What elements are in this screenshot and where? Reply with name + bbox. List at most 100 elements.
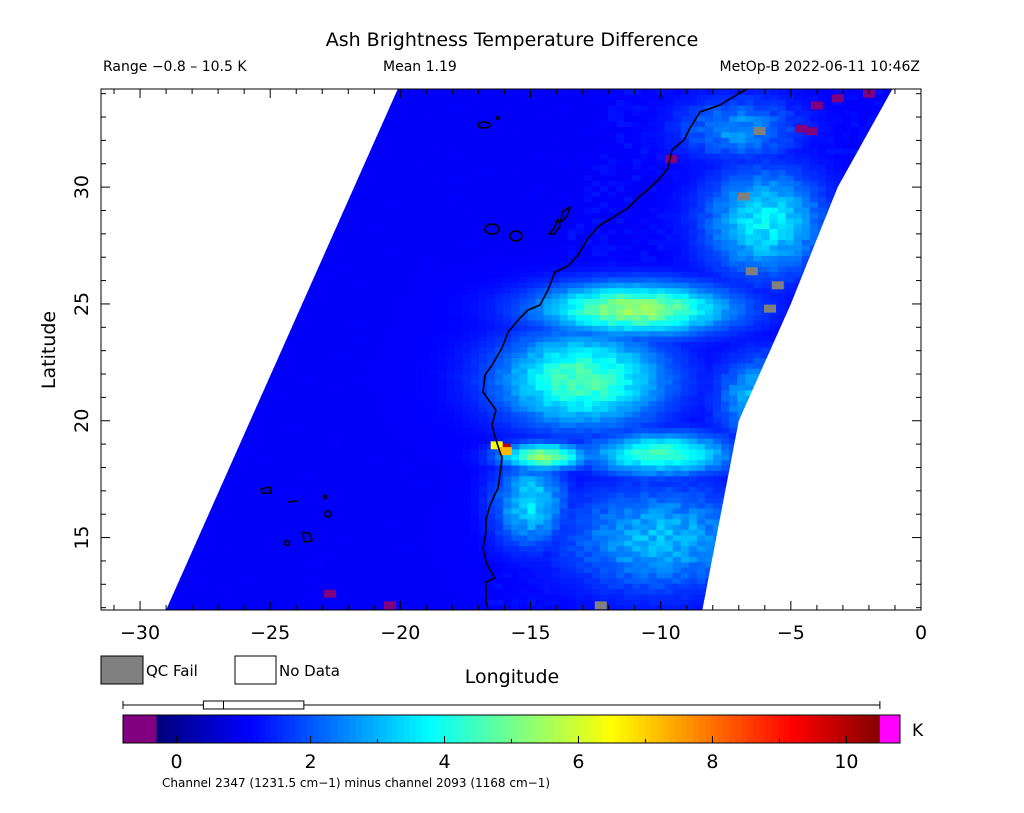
heatmap-cell xyxy=(688,507,698,514)
heatmap-cell xyxy=(277,405,286,412)
heatmap-cell xyxy=(422,330,432,337)
heatmap-cell xyxy=(511,373,520,380)
heatmap-cell xyxy=(511,545,520,552)
heatmap-cell xyxy=(245,572,254,579)
heatmap-cell xyxy=(212,599,222,606)
heatmap-cell xyxy=(696,534,706,541)
heatmap-cell xyxy=(899,551,908,557)
heatmap-cell xyxy=(374,556,383,563)
heatmap-cell xyxy=(333,556,343,563)
heatmap-cell xyxy=(309,534,319,541)
heatmap-cell xyxy=(406,335,416,342)
heatmap-cell xyxy=(503,550,512,557)
heatmap-cell xyxy=(713,448,722,455)
heatmap-cell xyxy=(874,502,884,509)
heatmap-cell xyxy=(495,352,504,359)
heatmap-cell xyxy=(390,411,399,418)
heatmap-cell xyxy=(817,346,827,353)
heatmap-cell xyxy=(858,438,867,444)
heatmap-cell xyxy=(543,529,553,536)
heatmap-cell xyxy=(624,368,633,375)
heatmap-cell xyxy=(479,556,488,563)
heatmap-cell xyxy=(172,577,181,584)
heatmap-cell xyxy=(269,470,278,477)
heatmap-cell xyxy=(551,389,561,396)
heatmap-cell xyxy=(672,405,682,412)
heatmap-cell xyxy=(624,335,633,342)
heatmap-cell xyxy=(866,599,875,606)
heatmap-cell xyxy=(487,486,496,493)
heatmap-cell xyxy=(801,373,811,380)
heatmap-cell xyxy=(341,583,351,590)
heatmap-cell xyxy=(656,556,666,563)
heatmap-cell xyxy=(349,378,359,385)
heatmap-cell xyxy=(422,411,432,418)
heatmap-cell xyxy=(220,545,230,552)
heatmap-cell xyxy=(527,411,537,418)
heatmap-cell xyxy=(285,556,294,563)
heatmap-cell xyxy=(592,550,601,557)
heatmap-cell xyxy=(204,518,214,525)
heatmap-cell xyxy=(269,529,278,536)
heatmap-cell xyxy=(809,405,819,412)
heatmap-cell xyxy=(438,513,448,520)
heatmap-cell xyxy=(495,540,504,547)
heatmap-cell xyxy=(842,491,851,498)
heatmap-cell xyxy=(737,583,746,590)
heatmap-cell xyxy=(462,378,472,385)
heatmap-cell xyxy=(721,459,730,466)
heatmap-cell xyxy=(785,524,795,530)
heatmap-cell xyxy=(543,481,553,487)
heatmap-cell xyxy=(817,567,827,573)
heatmap-cell xyxy=(333,534,343,541)
heatmap-cell xyxy=(422,373,432,380)
heatmap-cell xyxy=(624,448,633,455)
heatmap-cell xyxy=(503,572,512,579)
heatmap-cell xyxy=(148,476,157,482)
heatmap-cell xyxy=(277,545,286,552)
heatmap-cell xyxy=(357,438,367,444)
heatmap-cell xyxy=(382,497,391,504)
heatmap-cell xyxy=(785,475,795,482)
heatmap-cell xyxy=(907,476,916,482)
heatmap-cell xyxy=(341,470,351,477)
heatmap-cell xyxy=(680,368,690,375)
heatmap-cell xyxy=(277,352,286,359)
heatmap-cell xyxy=(487,518,496,525)
heatmap-cell xyxy=(333,486,343,493)
heatmap-cell xyxy=(204,416,214,423)
heatmap-cell xyxy=(632,395,641,402)
heatmap-cell xyxy=(777,448,787,455)
heatmap-cell xyxy=(729,395,738,402)
heatmap-cell xyxy=(309,341,319,348)
heatmap-cell xyxy=(349,362,359,369)
heatmap-cell xyxy=(608,593,617,600)
heatmap-cell xyxy=(261,588,270,595)
heatmap-cell xyxy=(583,491,593,498)
heatmap-cell xyxy=(858,368,867,375)
heatmap-cell xyxy=(366,421,375,428)
heatmap-cell xyxy=(438,384,448,391)
heatmap-cell xyxy=(713,373,722,380)
heatmap-cell xyxy=(640,432,650,439)
heatmap-cell xyxy=(640,389,650,396)
heatmap-cell xyxy=(277,486,286,493)
heatmap-cell xyxy=(583,583,593,590)
heatmap-cell xyxy=(915,519,924,525)
heatmap-cell xyxy=(188,448,198,455)
heatmap-cell xyxy=(228,384,238,391)
heatmap-cell xyxy=(527,400,537,407)
heatmap-cell xyxy=(785,491,795,498)
heatmap-cell xyxy=(737,572,746,579)
heatmap-cell xyxy=(382,362,391,369)
heatmap-cell xyxy=(656,464,666,471)
heatmap-cell xyxy=(446,550,456,557)
heatmap-cell xyxy=(632,507,641,514)
heatmap-cell xyxy=(826,577,835,584)
heatmap-cell xyxy=(761,561,771,568)
heatmap-cell xyxy=(817,378,827,385)
heatmap-cell xyxy=(592,378,601,385)
heatmap-cell xyxy=(680,599,690,606)
heatmap-cell xyxy=(301,400,311,407)
heatmap-cell xyxy=(503,373,512,380)
